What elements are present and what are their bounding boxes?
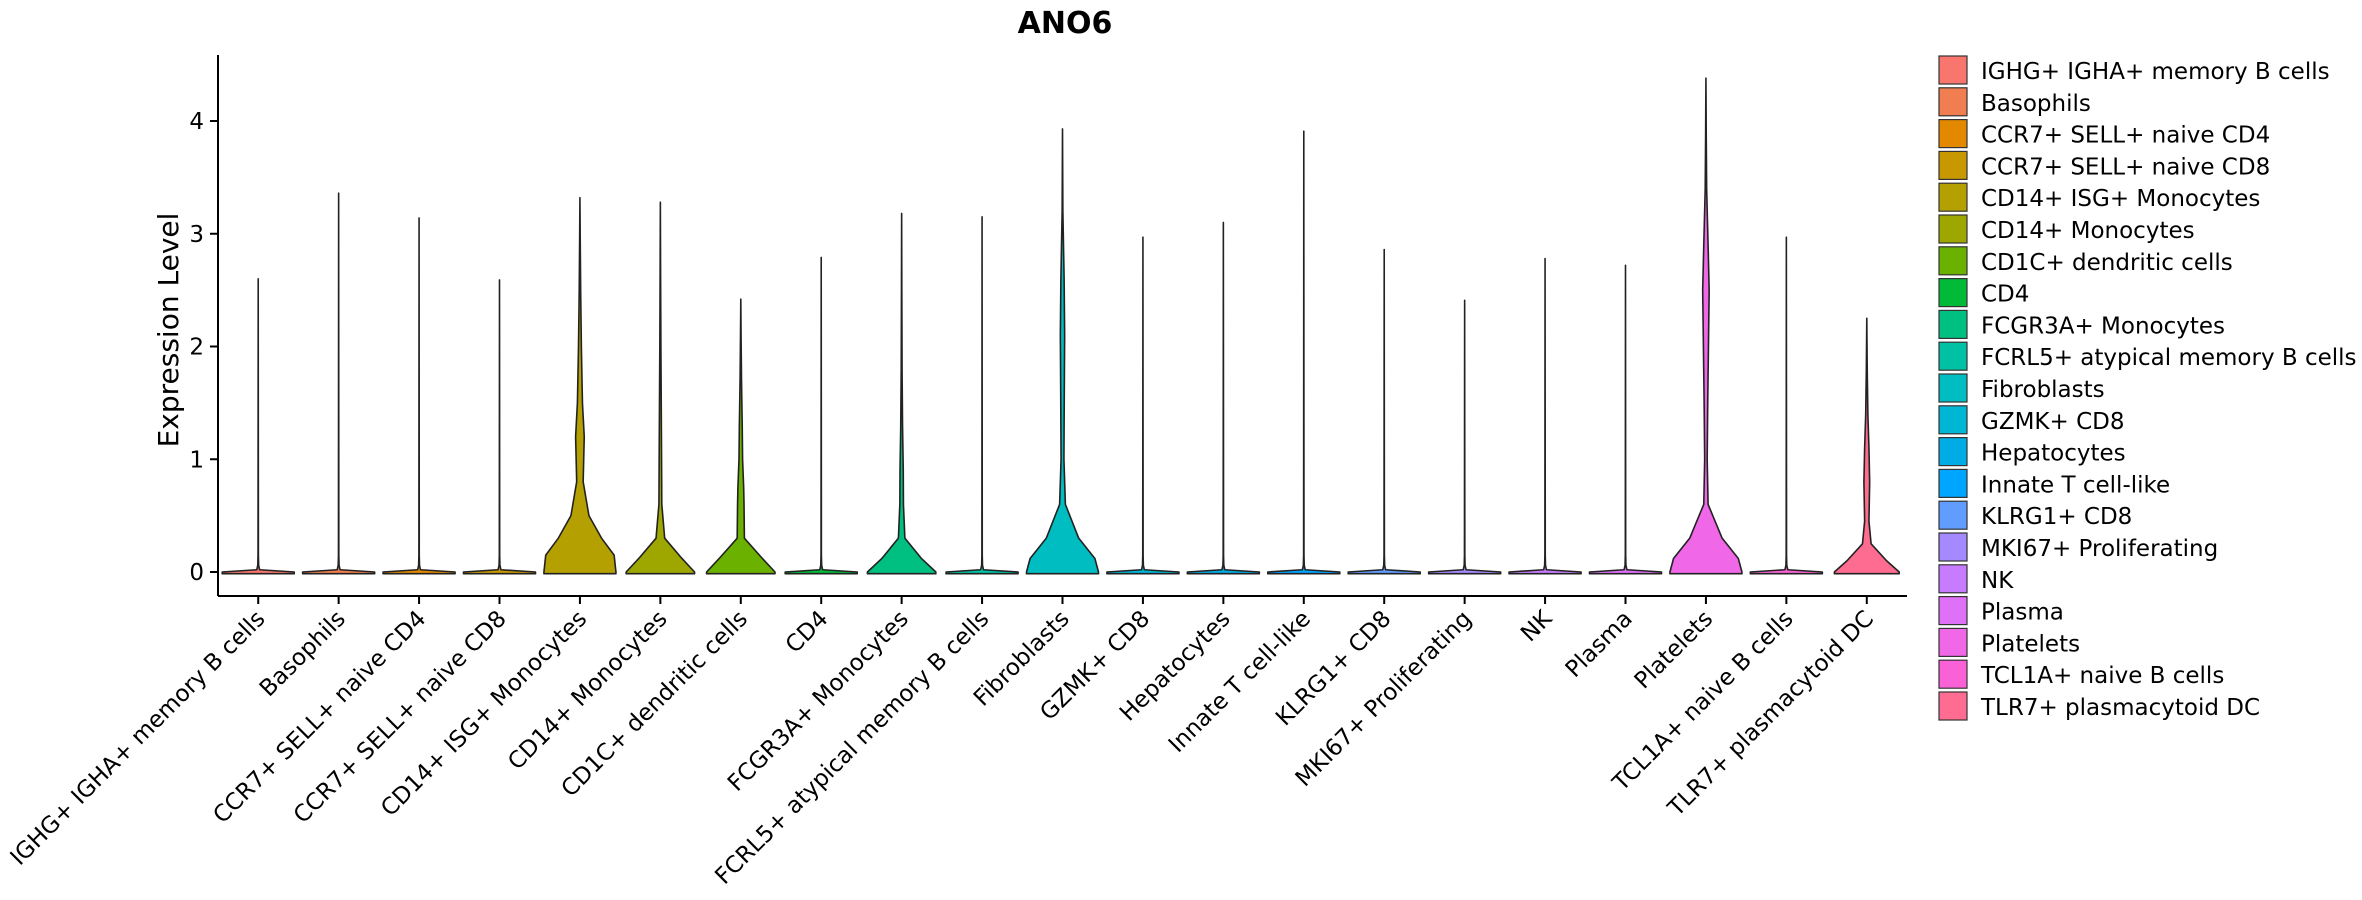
legend-label: CD1C+ dendritic cells [1981,250,2233,276]
violin-klrg1-cd8 [1347,248,1422,575]
legend-key [1938,150,1968,180]
x-tick-label: NK [1516,605,1558,647]
x-tick-label: Innate T cell-like [1164,606,1316,758]
x-tick-label: IGHG+ IGHA+ memory B cells [6,606,271,871]
legend-label: KLRG1+ CD8 [1981,504,2132,530]
legend-label: CD14+ Monocytes [1981,218,2195,244]
legend-label: TCL1A+ naive B cells [1980,663,2224,689]
legend-label: Hepatocytes [1981,441,2126,467]
violin-nk [1508,257,1582,575]
violin-cd4 [784,256,859,575]
legend-key [1938,468,1968,498]
y-tick-label: 2 [189,335,204,361]
violin-gzmk-cd8 [1106,236,1180,575]
legend-key [1938,214,1968,244]
y-axis-label: Expression Level [152,213,185,448]
violin-ccr7-sell-naive-cd4 [382,217,456,575]
violin-cd14-monocytes [625,201,696,575]
violin-ighg-igha-memory-b-cells [221,278,296,575]
legend-key [1938,691,1968,721]
y-tick-label: 0 [189,560,204,586]
y-tick-label: 4 [189,109,204,135]
legend-key [1938,373,1968,403]
legend-key [1938,182,1968,212]
chart-title: ANO6 [1018,6,1113,41]
legend-label: Plasma [1981,600,2064,626]
legend-label: GZMK+ CD8 [1981,409,2125,435]
violin-fcrl5-atypical-memory-b-cells [945,216,1019,575]
violin-tlr7-plasmacytoid-dc [1833,317,1900,575]
legend-label: Platelets [1981,631,2080,657]
legend-key [1938,659,1968,689]
legend-label: Innate T cell-like [1981,472,2170,498]
legend-key [1938,118,1968,149]
legend-key [1938,246,1968,276]
legend-label: TLR7+ plasmacytoid DC [1980,695,2260,721]
violin-cd14-isg-monocytes [543,196,617,575]
y-tick-label: 1 [189,447,204,473]
violin-cd1c-dendritic-cells [705,298,776,575]
legend: IGHG+ IGHA+ memory B cells Basophils CCR7+… [1938,55,2357,721]
y-tick-label: 3 [189,222,204,248]
violin-fcgr3a-monocytes [866,212,937,575]
legend-key [1938,309,1968,339]
legend-label: IGHG+ IGHA+ memory B cells [1981,59,2330,85]
legend-label: CCR7+ SELL+ naive CD4 [1981,123,2270,149]
y-axis: 0 1 2 3 4 [189,55,219,596]
legend-key [1938,500,1968,530]
legend-key [1938,341,1968,371]
violin-platelets [1669,77,1743,575]
violin-hepatocytes [1186,221,1261,575]
legend-key [1938,627,1968,658]
legend-label: CD14+ ISG+ Monocytes [1981,186,2260,212]
legend-label: NK [1981,568,2014,594]
violin-plasma [1588,264,1663,575]
x-tick-label: CD14+ Monocytes [503,606,672,775]
violin-tcl1a-naive-b-cells [1749,236,1824,575]
violin-fibroblasts [1025,128,1100,575]
legend-key [1938,532,1968,562]
x-tick-label: CD4 [781,606,834,659]
legend-label: FCRL5+ atypical memory B cells [1981,345,2357,371]
plot-area [221,77,1900,575]
legend-label: CD4 [1981,282,2029,308]
legend-key [1938,278,1968,308]
legend-label: Fibroblasts [1981,377,2105,403]
legend-key [1938,87,1968,117]
legend-key [1938,55,1968,85]
legend-label: CCR7+ SELL+ naive CD8 [1981,154,2270,180]
legend-key [1938,564,1968,594]
violin-mki67-proliferating [1427,299,1502,575]
legend-key [1938,437,1968,467]
x-axis: IGHG+ IGHA+ memory B cellsBasophilsCCR7+… [6,595,1907,890]
legend-label: Basophils [1981,91,2091,117]
legend-label: MKI67+ Proliferating [1981,536,2218,562]
legend-key [1938,405,1968,435]
violin-basophils [301,192,376,575]
legend-label: FCGR3A+ Monocytes [1981,313,2225,339]
legend-key [1938,595,1968,626]
violin-innate-t-cell-like [1266,130,1341,575]
violin-ccr7-sell-naive-cd8 [462,279,537,575]
x-tick-label: Plasma [1561,606,1638,683]
